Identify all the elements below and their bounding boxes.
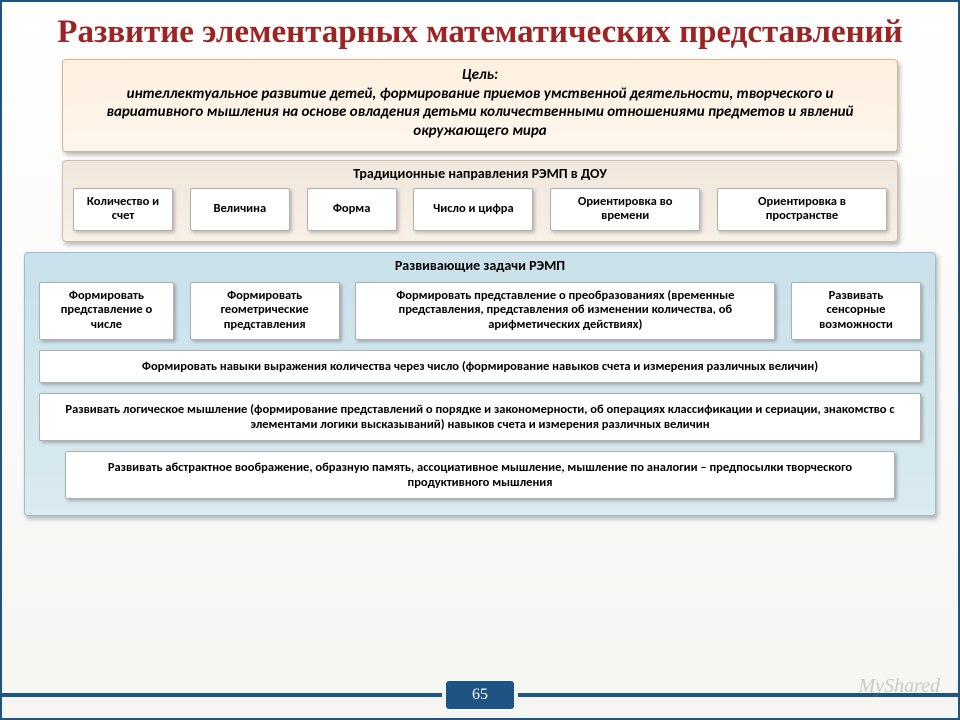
tasks-top-row: Формировать представление о числе Формиро… <box>39 282 921 340</box>
traditional-panel: Традиционные направления РЭМП в ДОУ Коли… <box>62 160 898 242</box>
watermark: MyShared <box>859 675 940 698</box>
goal-box: Цель: интеллектуальное развитие детей, ф… <box>62 59 898 152</box>
goal-text: интеллектуальное развитие детей, формиро… <box>107 85 854 141</box>
traditional-chip-0: Количество и счет <box>73 188 173 231</box>
tasks-panel: Развивающие задачи РЭМП Формировать пред… <box>24 252 936 516</box>
footer-line-left <box>2 693 442 697</box>
traditional-chip-3: Число и цифра <box>413 188 533 231</box>
tasks-row-1: Формировать навыки выражения количества … <box>39 350 921 383</box>
traditional-chip-4: Ориентировка во времени <box>550 188 700 231</box>
slide-title: Развитие элементарных математических пре… <box>2 2 958 55</box>
traditional-row: Количество и счет Величина Форма Число и ци… <box>73 188 887 231</box>
tasks-label: Развивающие задачи РЭМП <box>39 257 921 274</box>
tasks-row-3: Развивать абстрактное воображение, образ… <box>65 451 895 499</box>
footer: 65 <box>2 680 958 710</box>
tasks-top-chip-2: Формировать представление о преобразован… <box>355 282 775 340</box>
traditional-chip-5: Ориентировка в пространстве <box>717 188 887 231</box>
tasks-row-2: Развивать логическое мышление (формирова… <box>39 393 921 441</box>
tasks-top-chip-1: Формировать геометрические представления <box>190 282 340 340</box>
slide-frame: Развитие элементарных математических пре… <box>0 0 960 720</box>
traditional-chip-2: Форма <box>307 188 397 231</box>
traditional-label: Традиционные направления РЭМП в ДОУ <box>73 165 887 182</box>
tasks-top-chip-3: Развивать сенсорные возможности <box>791 282 921 340</box>
page-number: 65 <box>446 681 514 709</box>
goal-label: Цель: <box>81 66 879 85</box>
tasks-top-chip-0: Формировать представление о числе <box>39 282 174 340</box>
traditional-chip-1: Величина <box>190 188 290 231</box>
